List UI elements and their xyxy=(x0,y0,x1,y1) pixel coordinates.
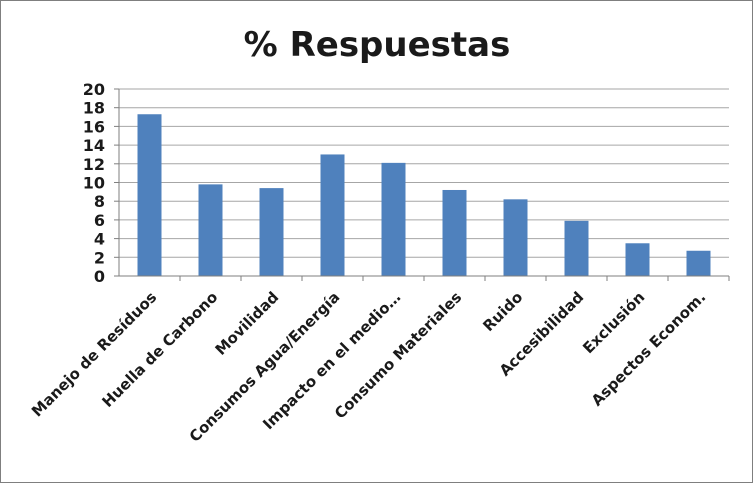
bars xyxy=(137,114,711,277)
bar xyxy=(320,154,345,276)
x-tick-label: Aspectos Econom. xyxy=(588,288,709,409)
chart-title: % Respuestas xyxy=(244,25,511,65)
x-tick-label: Huella de Carbono xyxy=(98,288,221,411)
bar xyxy=(625,243,650,276)
y-tick-label: 0 xyxy=(94,267,105,286)
y-tick-label: 14 xyxy=(83,136,105,155)
y-tick-label: 20 xyxy=(83,80,105,99)
bar xyxy=(564,220,589,276)
y-tick-label: 16 xyxy=(83,117,105,136)
bar xyxy=(442,189,467,276)
bar xyxy=(259,188,284,276)
bar xyxy=(503,199,528,276)
y-tick-label: 6 xyxy=(94,211,105,230)
x-tick-label: Ruido xyxy=(479,288,526,335)
bar xyxy=(686,250,711,276)
y-tick-label: 10 xyxy=(83,174,105,193)
bar xyxy=(137,114,162,277)
y-tick-label: 12 xyxy=(83,155,105,174)
x-tick-label: Consumo Materiales xyxy=(331,288,465,422)
y-tick-label: 18 xyxy=(83,99,105,118)
bar xyxy=(198,184,223,276)
y-tick-label: 8 xyxy=(94,192,105,211)
x-tick-label: Manejo de Resíduos xyxy=(28,288,160,420)
bar xyxy=(381,162,406,276)
y-tick-label: 2 xyxy=(94,248,105,267)
y-tick-label: 4 xyxy=(94,230,105,249)
